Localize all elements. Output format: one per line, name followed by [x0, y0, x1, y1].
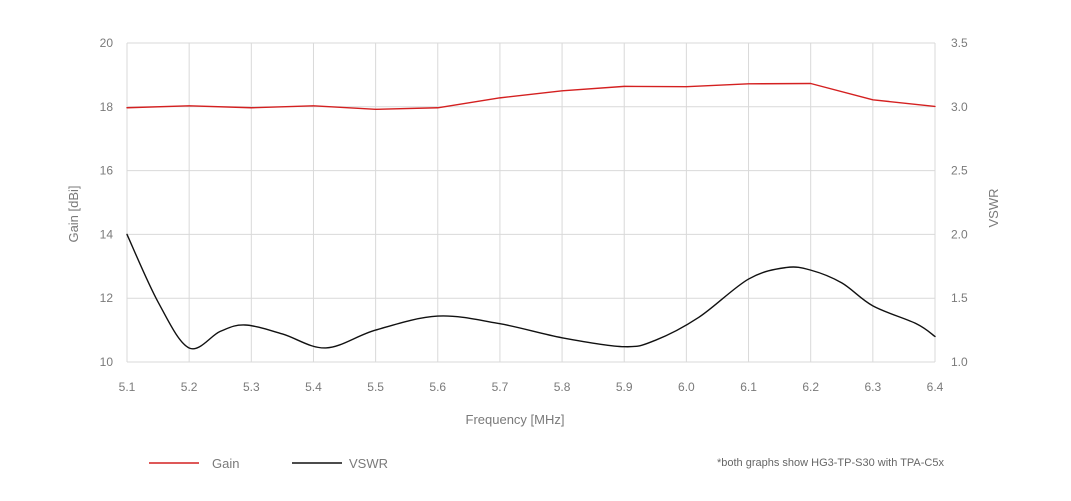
right-tick-label: 3.5	[951, 36, 968, 50]
legend-label-vswr: VSWR	[349, 456, 388, 471]
x-tick-label: 5.6	[429, 380, 446, 394]
right-tick-label: 1.0	[951, 355, 968, 369]
left-axis-title: Gain [dBi]	[66, 185, 81, 242]
legend: Gain VSWR	[149, 456, 388, 471]
right-tick-label: 2.5	[951, 164, 968, 178]
left-tick-label: 14	[100, 227, 114, 241]
x-axis-title: Frequency [MHz]	[466, 412, 565, 427]
x-tick-label: 5.5	[367, 380, 384, 394]
x-tick-label: 5.7	[492, 380, 509, 394]
footnote: *both graphs show HG3-TP-S30 with TPA-C5…	[717, 457, 945, 469]
x-tick-label: 5.1	[119, 380, 136, 394]
x-tick-label: 5.2	[181, 380, 198, 394]
left-tick-label: 12	[100, 291, 114, 305]
x-tick-label: 6.4	[927, 380, 944, 394]
right-tick-label: 3.0	[951, 100, 968, 114]
x-tick-label: 5.4	[305, 380, 322, 394]
right-axis-ticks: 1.0 1.5 2.0 2.5 3.0 3.5	[951, 36, 968, 369]
x-tick-label: 6.0	[678, 380, 695, 394]
x-tick-label: 5.9	[616, 380, 633, 394]
x-tick-label: 5.3	[243, 380, 260, 394]
left-tick-label: 16	[100, 164, 114, 178]
left-tick-label: 18	[100, 100, 114, 114]
right-tick-label: 2.0	[951, 227, 968, 241]
x-tick-label: 6.2	[802, 380, 819, 394]
grid-lines	[126, 42, 936, 363]
left-axis-ticks: 10 12 14 16 18 20	[100, 36, 114, 369]
right-axis-title: VSWR	[986, 189, 1001, 228]
series-lines	[126, 82, 936, 350]
x-tick-label: 6.1	[740, 380, 757, 394]
series-line-vswr	[126, 233, 936, 350]
series-line-gain	[126, 82, 936, 111]
left-tick-label: 20	[100, 36, 114, 50]
legend-label-gain: Gain	[212, 456, 239, 471]
right-tick-label: 1.5	[951, 291, 968, 305]
x-tick-label: 5.8	[554, 380, 571, 394]
x-axis-ticks: 5.1 5.2 5.3 5.4 5.5 5.6 5.7 5.8 5.9 6.0 6.1 6.2 6.3 6…	[119, 380, 944, 394]
x-tick-label: 6.3	[865, 380, 882, 394]
left-tick-label: 10	[100, 355, 114, 369]
